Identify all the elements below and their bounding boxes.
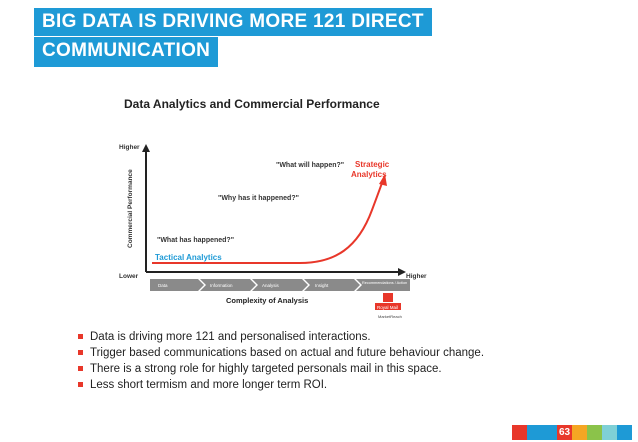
footer-block <box>512 425 527 440</box>
step-4-label: Insight <box>315 283 329 288</box>
bullet-item: There is a strong role for highly target… <box>78 361 484 377</box>
question-why-has-it-happened: "Why has it happened?" <box>218 195 299 202</box>
y-axis-top-label: Higher <box>119 144 140 151</box>
diagram-title: Data Analytics and Commercial Performanc… <box>124 97 380 111</box>
step-5-chevron <box>356 279 410 291</box>
footer-block <box>587 425 602 440</box>
strategic-analytics-label-1: Strategic <box>355 160 390 169</box>
step-3-chevron <box>252 279 308 291</box>
x-axis-label: Complexity of Analysis <box>226 296 308 305</box>
slide-title-line1: BIG DATA IS DRIVING MORE 121 DIRECT <box>34 8 432 36</box>
step-1-chevron <box>150 279 204 291</box>
footer-block <box>617 425 632 440</box>
step-3-label: Analysis <box>262 283 280 288</box>
step-1-label: Data <box>158 283 168 288</box>
logo-text: Royal Mail <box>377 305 398 310</box>
bullet-item: Less short termism and more longer term … <box>78 377 484 393</box>
bullet-item: Data is driving more 121 and personalise… <box>78 329 484 345</box>
bullet-item: Trigger based communications based on ac… <box>78 345 484 361</box>
growth-curve <box>152 179 384 264</box>
tactical-analytics-label: Tactical Analytics <box>155 253 222 262</box>
analysis-steps-bar: Data Information Analysis Insight Recomm… <box>150 279 410 291</box>
y-axis-arrow <box>142 144 150 152</box>
page-number: 63 <box>557 425 572 440</box>
strategic-analytics-label-2: Analytics <box>351 170 387 179</box>
bullet-marker <box>78 350 83 355</box>
step-2-chevron <box>200 279 256 291</box>
x-axis-left-label: Lower <box>119 273 139 280</box>
step-2-label: Information <box>210 283 233 288</box>
analytics-diagram: Data Analytics and Commercial Performanc… <box>119 97 427 319</box>
footer-block <box>527 425 542 440</box>
step-4-chevron <box>304 279 360 291</box>
step-5-label: Recommendations / Action <box>362 281 407 285</box>
bullet-marker <box>78 334 83 339</box>
slide-title-line2: COMMUNICATION <box>34 37 219 67</box>
bullet-text: Trigger based communications based on ac… <box>90 347 485 359</box>
bullet-text: There is a strong role for highly target… <box>90 363 442 375</box>
question-what-has-happened: "What has happened?" <box>157 237 234 244</box>
footer-block <box>572 425 587 440</box>
footer-color-blocks: 63 <box>512 425 632 440</box>
logo-subtext: MarketReach <box>378 314 402 319</box>
growth-curve-arrowhead <box>379 174 387 186</box>
x-axis-right-label: Higher <box>406 273 427 280</box>
bullet-text: Data is driving more 121 and personalise… <box>90 331 371 343</box>
question-what-will-happen: "What will happen?" <box>276 162 344 169</box>
footer-block <box>602 425 617 440</box>
bullet-marker <box>78 366 83 371</box>
royal-mail-logo: Royal Mail MarketReach <box>375 293 402 319</box>
x-axis-arrow <box>398 268 406 276</box>
bullet-text: Less short termism and more longer term … <box>90 379 328 391</box>
y-axis-label: Commercial Performance <box>127 169 134 248</box>
bullet-list: Data is driving more 121 and personalise… <box>78 329 484 393</box>
footer-block <box>542 425 557 440</box>
bullet-marker <box>78 382 83 387</box>
